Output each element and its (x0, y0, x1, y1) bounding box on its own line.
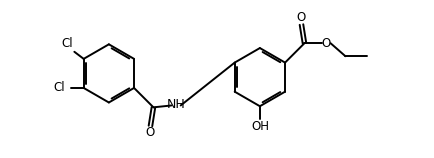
Text: O: O (146, 126, 155, 139)
Text: OH: OH (251, 120, 269, 133)
Text: Cl: Cl (61, 37, 73, 50)
Text: Cl: Cl (54, 82, 65, 94)
Text: O: O (322, 37, 331, 50)
Text: O: O (297, 11, 306, 24)
Text: NH: NH (167, 98, 185, 111)
